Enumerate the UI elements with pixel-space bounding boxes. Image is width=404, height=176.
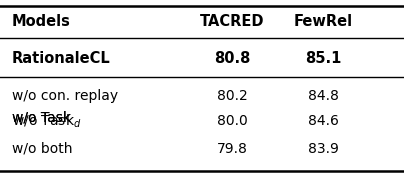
Text: 80.2: 80.2	[217, 89, 248, 103]
Text: 84.8: 84.8	[308, 89, 339, 103]
Text: 85.1: 85.1	[305, 51, 341, 67]
Text: 84.6: 84.6	[308, 114, 339, 128]
Text: w/o Task$_d$: w/o Task$_d$	[12, 113, 82, 130]
Text: Models: Models	[12, 14, 71, 30]
Text: 80.8: 80.8	[214, 51, 250, 67]
Text: 83.9: 83.9	[308, 142, 339, 156]
Text: 79.8: 79.8	[217, 142, 248, 156]
Text: FewRel: FewRel	[294, 14, 353, 30]
Text: w/o con. replay: w/o con. replay	[12, 89, 118, 103]
Text: TACRED: TACRED	[200, 14, 265, 30]
Text: w/o Task: w/o Task	[12, 111, 71, 124]
Text: w/o Task: w/o Task	[12, 111, 71, 124]
Text: w/o both: w/o both	[12, 142, 73, 156]
Text: 80.0: 80.0	[217, 114, 248, 128]
Text: RationaleCL: RationaleCL	[12, 51, 111, 67]
